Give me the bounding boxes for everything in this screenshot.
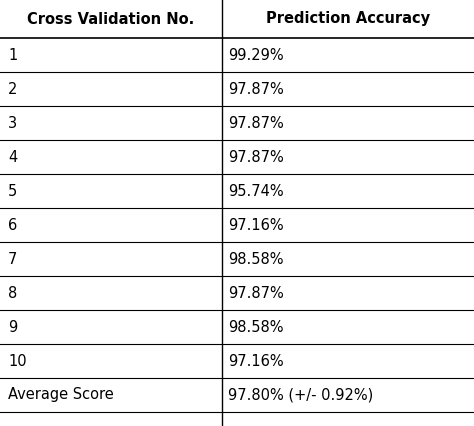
Text: Average Score: Average Score <box>8 388 114 403</box>
Text: 9: 9 <box>8 320 17 334</box>
Text: 97.87%: 97.87% <box>228 285 284 300</box>
Text: 97.87%: 97.87% <box>228 115 284 130</box>
Text: 98.58%: 98.58% <box>228 251 283 267</box>
Text: Cross Validation No.: Cross Validation No. <box>27 12 195 26</box>
Text: 99.29%: 99.29% <box>228 48 283 63</box>
Text: 10: 10 <box>8 354 27 368</box>
Text: 5: 5 <box>8 184 17 199</box>
Text: 7: 7 <box>8 251 18 267</box>
Text: Prediction Accuracy: Prediction Accuracy <box>266 12 430 26</box>
Text: 97.80% (+/- 0.92%): 97.80% (+/- 0.92%) <box>228 388 373 403</box>
Text: 95.74%: 95.74% <box>228 184 283 199</box>
Text: 97.87%: 97.87% <box>228 81 284 97</box>
Text: 97.87%: 97.87% <box>228 150 284 164</box>
Text: 2: 2 <box>8 81 18 97</box>
Text: 8: 8 <box>8 285 17 300</box>
Text: 97.16%: 97.16% <box>228 218 283 233</box>
Text: 4: 4 <box>8 150 17 164</box>
Text: 97.16%: 97.16% <box>228 354 283 368</box>
Text: 98.58%: 98.58% <box>228 320 283 334</box>
Text: 6: 6 <box>8 218 17 233</box>
Text: 3: 3 <box>8 115 17 130</box>
Text: 1: 1 <box>8 48 17 63</box>
